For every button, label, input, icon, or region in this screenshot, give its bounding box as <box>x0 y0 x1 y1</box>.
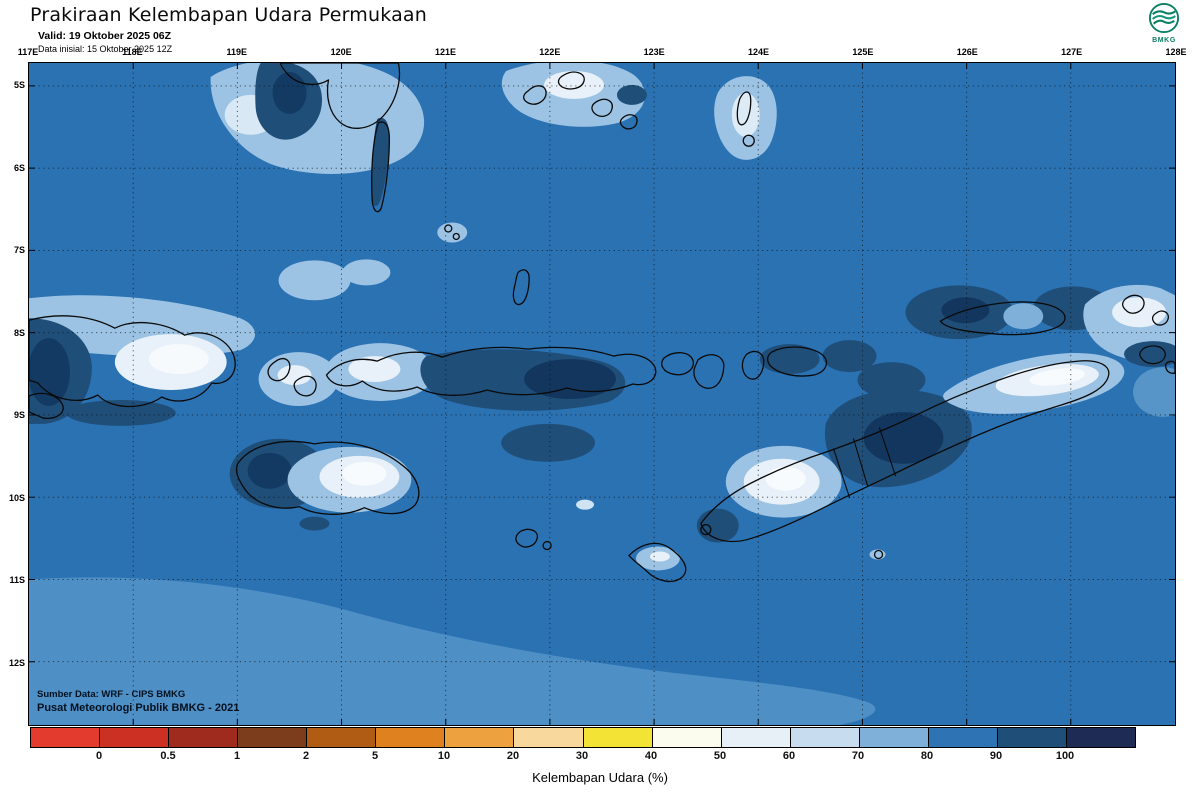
island-sumba-outline <box>235 440 420 515</box>
colorbar-segment <box>168 728 238 747</box>
colorbar-tick-label: 0.5 <box>160 750 176 762</box>
colorbar-segment <box>858 728 928 747</box>
longitude-label: 120E <box>330 47 352 57</box>
colorbar-segment <box>99 728 169 747</box>
longitude-label: 125E <box>852 47 874 57</box>
latitude-label: 5S <box>13 80 25 90</box>
colorbar-tick-label: 1 <box>233 750 241 762</box>
degree-ticks <box>29 63 1175 725</box>
colorbar-segment <box>789 728 859 747</box>
colorbar-tick-label: 5 <box>371 750 379 762</box>
colorbar-tick-label: 20 <box>506 750 520 762</box>
source-line-2: Pusat Meteorologi Publik BMKG - 2021 <box>37 702 240 714</box>
page-title: Prakiraan Kelembapan Udara Permukaan <box>30 4 428 26</box>
latitude-label: 11S <box>9 575 25 585</box>
longitude-label: 119E <box>226 47 247 57</box>
bmkg-logo-icon <box>1148 2 1180 34</box>
longitude-label: 122E <box>539 47 561 57</box>
colorbar-tick-label: 100 <box>1055 750 1075 762</box>
island-wetar-outline <box>939 301 1066 336</box>
colorbar-segment <box>444 728 514 747</box>
island-alor-outline <box>766 346 828 377</box>
legend-title: Kelembapan Udara (%) <box>532 770 668 785</box>
colorbar-segment <box>582 728 652 747</box>
island-sumbawa-outline <box>29 315 236 408</box>
colorbar-segment <box>237 728 307 747</box>
colorbar-segment <box>996 728 1066 747</box>
latitude-label: 12S <box>8 657 25 668</box>
colorbar-tick-label: 30 <box>575 750 589 762</box>
island-rote-outline <box>628 542 687 583</box>
longitude-label: 126E <box>956 47 978 57</box>
colorbar-tick-label: 0 <box>95 750 103 762</box>
init-time: Data inisial: 15 Oktober 2025 12Z <box>38 44 173 54</box>
colorbar-segment <box>651 728 721 747</box>
colorbar-tick-label: 10 <box>437 750 451 762</box>
latitude-label: 8S <box>13 327 25 338</box>
colorbar-segment <box>513 728 583 747</box>
latitude-label: 9S <box>13 410 25 420</box>
map-canvas <box>29 63 1175 725</box>
latitude-label: 6S <box>13 162 25 173</box>
colorbar-tick-label: 70 <box>851 750 865 762</box>
longitude-label: 128E <box>1165 47 1187 57</box>
valid-time: Valid: 19 Oktober 2025 06Z <box>38 30 172 42</box>
island-timor-outline <box>700 360 1110 543</box>
grid-lines <box>29 63 1175 725</box>
colorbar <box>30 727 1136 748</box>
colorbar-segment <box>306 728 376 747</box>
colorbar-segment <box>1065 728 1135 747</box>
longitude-label: 127E <box>1061 47 1083 57</box>
timor-internal-borders <box>833 427 897 499</box>
colorbar-ticks: 0 0.5 1 2 5 10 20 30 40 50 60 70 80 90 100 <box>30 750 1134 764</box>
colorbar-tick-label: 80 <box>920 750 934 762</box>
colorbar-tick-label: 60 <box>782 750 796 762</box>
island-selayar-outline <box>371 121 391 213</box>
colorbar-tick-label: 40 <box>644 750 658 762</box>
colorbar-segment <box>720 728 790 747</box>
colorbar-tick-label: 90 <box>989 750 1003 762</box>
island-flores-outline <box>325 346 657 396</box>
forecast-map: Sumber Data: WRF - CIPS BMKG Pusat Meteo… <box>28 62 1176 726</box>
colorbar-segment <box>31 728 100 747</box>
bmkg-logo: BMKG <box>1140 2 1188 44</box>
latitude-label: 7S <box>13 245 25 255</box>
colorbar-segment <box>375 728 445 747</box>
colorbar-tick-label: 2 <box>302 750 310 762</box>
colorbar-tick-label: 50 <box>713 750 727 762</box>
island-outlines <box>29 63 1175 583</box>
longitude-label: 124E <box>748 47 770 57</box>
longitude-label: 121E <box>434 47 456 57</box>
colorbar-segment <box>927 728 997 747</box>
bmkg-logo-label: BMKG <box>1152 37 1176 44</box>
data-source: Sumber Data: WRF - CIPS BMKG Pusat Meteo… <box>37 689 239 714</box>
island-sulawesi-outline <box>279 63 400 129</box>
latitude-label: 10S <box>8 492 25 503</box>
longitude-label: 117E <box>17 47 39 57</box>
source-line-1: Sumber Data: WRF - CIPS BMKG <box>37 689 186 700</box>
longitude-label: 123E <box>643 47 665 57</box>
